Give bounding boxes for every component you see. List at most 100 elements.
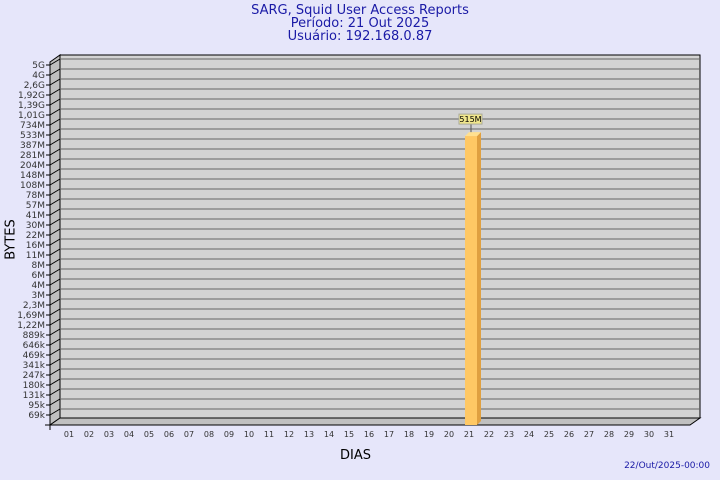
- y-tick-label: 734M: [20, 121, 45, 131]
- y-tick-label: 4G: [32, 71, 45, 81]
- x-tick-label: 24: [524, 430, 534, 439]
- y-tick-diagonal: [49, 228, 61, 236]
- x-tick-label: 18: [404, 430, 414, 439]
- y-tick-diagonal: [49, 318, 61, 326]
- y-tick-diagonal: [49, 248, 61, 256]
- x-tick-label: 04: [124, 430, 134, 439]
- y-tick-diagonal: [49, 238, 61, 246]
- x-tick-label: 08: [204, 430, 214, 439]
- y-axis-label: BYTES: [3, 219, 19, 260]
- y-tick-diagonal: [49, 108, 61, 116]
- x-tick-label: 28: [604, 430, 614, 439]
- x-tick-label: 09: [224, 430, 234, 439]
- y-tick-diagonal: [49, 158, 61, 166]
- y-tick-diagonal: [49, 308, 61, 316]
- x-tick-label: 25: [544, 430, 554, 439]
- x-tick-label: 21: [464, 430, 474, 439]
- y-tick-diagonal: [49, 98, 61, 106]
- y-tick-diagonal: [49, 138, 61, 146]
- x-tick-label: 12: [284, 430, 294, 439]
- y-tick-diagonal: [49, 358, 61, 366]
- y-tick-label: 1,39G: [18, 101, 45, 111]
- y-tick-label: 1,92G: [18, 91, 45, 101]
- y-tick-label: 8M: [32, 261, 46, 271]
- x-tick-label: 02: [84, 430, 94, 439]
- y-tick-label: 889k: [23, 331, 46, 341]
- bar: [465, 136, 477, 425]
- y-tick-diagonal: [49, 208, 61, 216]
- y-tick-diagonal: [49, 78, 61, 86]
- y-tick-label: 4M: [32, 281, 46, 291]
- x-tick-label: 17: [384, 430, 394, 439]
- x-axis-label: DIAS: [340, 448, 371, 463]
- y-tick-label: 1,22M: [17, 321, 45, 331]
- bar-side: [477, 132, 481, 425]
- x-tick-label: 03: [104, 430, 114, 439]
- x-tick-label: 22: [484, 430, 494, 439]
- y-tick-label: 78M: [26, 191, 45, 201]
- data-label: 515M: [459, 115, 481, 124]
- x-tick-label: 26: [564, 430, 574, 439]
- y-tick-label: 387M: [20, 141, 45, 151]
- x-tick-label: 16: [364, 430, 374, 439]
- x-tick-label: 07: [184, 430, 194, 439]
- y-tick-label: 131k: [23, 391, 46, 401]
- y-tick-label: 22M: [26, 231, 45, 241]
- y-tick-label: 95k: [28, 401, 45, 411]
- y-tick-label: 41M: [26, 211, 45, 221]
- y-tick-label: 2,6G: [24, 81, 45, 91]
- y-tick-diagonal: [49, 338, 61, 346]
- x-tick-label: 05: [144, 430, 154, 439]
- x-tick-label: 31: [664, 430, 674, 439]
- y-tick-diagonal: [49, 288, 61, 296]
- y-tick-diagonal: [49, 88, 61, 96]
- chart-title: SARG, Squid User Access Reports: [251, 3, 469, 18]
- y-tick-label: 148M: [20, 171, 45, 181]
- x-tick-label: 30: [644, 430, 654, 439]
- y-tick-label: 16M: [26, 241, 45, 251]
- bar-top: [465, 132, 481, 137]
- y-tick-diagonal: [49, 258, 61, 266]
- x-tick-label: 10: [244, 430, 254, 439]
- x-tick-label: 01: [64, 430, 74, 439]
- y-tick-label: 1,69M: [17, 311, 45, 321]
- y-tick-diagonal: [49, 398, 61, 406]
- x-tick-label: 29: [624, 430, 634, 439]
- y-tick-diagonal: [49, 268, 61, 276]
- y-tick-diagonal: [49, 68, 61, 76]
- y-tick-label: 57M: [26, 201, 45, 211]
- y-tick-label: 3M: [32, 291, 46, 301]
- y-tick-diagonal: [49, 368, 61, 376]
- y-tick-label: 204M: [20, 161, 45, 171]
- y-tick-label: 30M: [26, 221, 45, 231]
- y-tick-label: 2,3M: [23, 301, 45, 311]
- y-tick-label: 281M: [20, 151, 45, 161]
- footer-date: 22/Out/2025-00:00: [624, 461, 710, 471]
- y-tick-label: 11M: [26, 251, 45, 261]
- floor: [48, 417, 702, 426]
- y-tick-diagonal: [49, 188, 61, 196]
- y-tick-diagonal: [49, 408, 61, 416]
- y-tick-diagonal: [49, 348, 61, 356]
- y-tick-diagonal: [49, 178, 61, 186]
- x-tick-label: 14: [324, 430, 334, 439]
- x-tick-label: 19: [424, 430, 434, 439]
- y-tick-diagonal: [49, 388, 61, 396]
- y-tick-diagonal: [49, 198, 61, 206]
- y-tick-diagonal: [49, 378, 61, 386]
- y-tick-label: 1,01G: [18, 111, 45, 121]
- y-tick-diagonal: [49, 298, 61, 306]
- y-tick-label: 180k: [23, 381, 46, 391]
- y-tick-diagonal: [49, 58, 61, 66]
- y-tick-label: 247k: [23, 371, 46, 381]
- y-tick-diagonal: [49, 118, 61, 126]
- y-tick-label: 69k: [28, 411, 45, 421]
- chart-subtitle-period: Período: 21 Out 2025: [290, 16, 430, 31]
- y-tick-label: 341k: [23, 361, 46, 371]
- y-tick-diagonal: [49, 278, 61, 286]
- y-tick-label: 646k: [23, 341, 46, 351]
- y-tick-diagonal: [49, 168, 61, 176]
- y-tick-diagonal: [49, 128, 61, 136]
